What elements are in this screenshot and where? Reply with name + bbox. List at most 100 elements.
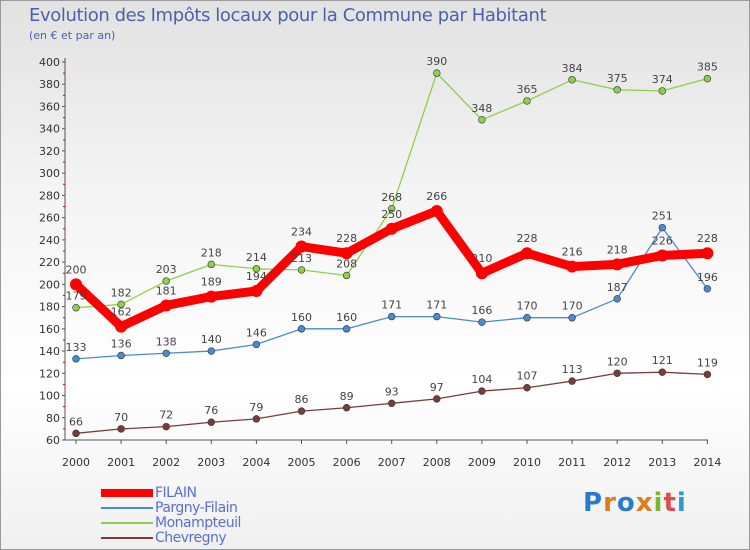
legend-swatch-monampteuil [101, 522, 153, 524]
data-point-monampteuil [433, 69, 441, 77]
data-label-monampteuil: 375 [607, 72, 628, 85]
x-tick-label: 2004 [242, 456, 270, 469]
legend-label-pargny-filain: Pargny-Filain [155, 500, 238, 516]
data-point-pargny-filain [478, 318, 486, 326]
logo-letter: i [676, 488, 687, 518]
data-label-pargny-filain: 170 [517, 300, 538, 313]
data-label-pargny-filain: 251 [652, 210, 673, 223]
data-label-filain: 194 [246, 270, 267, 283]
y-tick-label: 360 [39, 100, 60, 113]
data-point-monampteuil [117, 300, 125, 309]
data-point-monampteuil [523, 97, 531, 105]
data-point-pargny-filain [658, 223, 666, 232]
data-point-pargny-filain [568, 314, 576, 322]
legend-label-chevregny: Chevregny [155, 530, 227, 546]
data-label-pargny-filain: 166 [471, 304, 492, 317]
data-label-filain: 228 [517, 232, 538, 245]
data-label-filain: 228 [336, 232, 357, 245]
y-tick-label: 160 [39, 323, 60, 336]
x-tick-label: 2014 [693, 456, 721, 469]
data-label-monampteuil: 268 [381, 191, 402, 204]
y-tick-label: 200 [39, 278, 60, 291]
x-tick-label: 2010 [513, 456, 541, 469]
data-label-monampteuil: 214 [246, 251, 267, 264]
x-tick-label: 2002 [152, 456, 180, 469]
data-point-chevregny [568, 377, 576, 385]
data-point-filain [701, 247, 714, 260]
data-point-filain [566, 260, 579, 273]
data-point-chevregny [72, 429, 80, 438]
data-label-chevregny: 97 [430, 381, 444, 394]
y-tick-label: 120 [39, 367, 60, 380]
data-point-chevregny [117, 425, 125, 433]
data-point-monampteuil [207, 260, 216, 269]
data-label-chevregny: 66 [69, 415, 83, 428]
legend-swatch-chevregny [101, 537, 153, 539]
data-label-pargny-filain: 170 [562, 300, 583, 313]
data-label-pargny-filain: 140 [201, 333, 222, 346]
data-point-filain [385, 222, 398, 235]
data-point-monampteuil [613, 86, 621, 94]
data-label-chevregny: 107 [517, 370, 538, 383]
data-labels-layer: 179 182 203 218 214 213 208 268 390 348 365 384 375 3… [66, 55, 718, 428]
y-tick-label: 260 [39, 212, 60, 225]
data-label-filain: 228 [697, 232, 718, 245]
y-tick-label: 300 [39, 167, 60, 180]
data-label-filain: 218 [607, 243, 628, 256]
data-label-chevregny: 120 [607, 355, 628, 368]
data-label-chevregny: 79 [249, 401, 263, 414]
data-label-monampteuil: 179 [66, 290, 87, 303]
x-tick-label: 2005 [288, 456, 316, 469]
data-label-monampteuil: 208 [336, 257, 357, 270]
data-label-chevregny: 72 [159, 409, 173, 422]
data-point-pargny-filain [297, 325, 306, 333]
data-point-monampteuil [478, 116, 486, 124]
data-point-filain [475, 267, 488, 280]
y-tick-label: 140 [39, 345, 60, 358]
data-point-chevregny [162, 422, 170, 431]
data-point-monampteuil [342, 271, 351, 280]
data-label-filain: 250 [381, 208, 402, 221]
y-tick-label: 400 [39, 56, 60, 69]
data-point-chevregny [207, 418, 216, 426]
y-tick-label: 80 [46, 412, 60, 425]
data-label-chevregny: 104 [471, 373, 492, 386]
data-point-pargny-filain [342, 325, 351, 333]
data-point-monampteuil [388, 205, 396, 213]
data-label-pargny-filain: 160 [336, 311, 357, 324]
data-point-monampteuil [297, 266, 306, 274]
legend-label-monampteuil: Monampteuil [155, 515, 241, 531]
data-label-filain: 266 [426, 190, 447, 203]
data-point-chevregny [342, 404, 351, 412]
y-tick-label: 380 [39, 78, 60, 91]
data-point-pargny-filain [252, 340, 261, 349]
data-label-pargny-filain: 138 [156, 335, 177, 348]
data-label-monampteuil: 213 [291, 252, 312, 265]
data-label-pargny-filain: 171 [381, 299, 402, 312]
data-label-pargny-filain: 187 [607, 281, 628, 294]
chart-title: Evolution des Impôts locaux pour la Comm… [29, 5, 547, 26]
x-tick-label: 2011 [558, 456, 586, 469]
data-label-monampteuil: 203 [156, 263, 177, 276]
data-point-chevregny [433, 395, 441, 403]
data-point-filain [340, 247, 353, 260]
x-tick-label: 2000 [62, 456, 90, 469]
x-tick-label: 2009 [468, 456, 496, 469]
data-label-filain: 189 [201, 276, 222, 289]
y-tick-label: 280 [39, 189, 60, 202]
data-label-chevregny: 89 [340, 390, 354, 403]
data-point-pargny-filain [433, 312, 441, 321]
data-label-chevregny: 86 [295, 393, 309, 406]
data-point-chevregny [297, 407, 306, 415]
data-point-chevregny [388, 399, 396, 408]
data-point-pargny-filain [117, 351, 125, 360]
data-point-filain [656, 249, 669, 262]
data-point-pargny-filain [703, 285, 712, 293]
logo-letter: x [635, 488, 654, 518]
data-label-monampteuil: 390 [426, 55, 447, 68]
data-point-filain [521, 247, 533, 260]
data-point-filain [160, 299, 173, 312]
legend-swatch-filain [101, 489, 153, 497]
data-point-pargny-filain [72, 355, 80, 363]
